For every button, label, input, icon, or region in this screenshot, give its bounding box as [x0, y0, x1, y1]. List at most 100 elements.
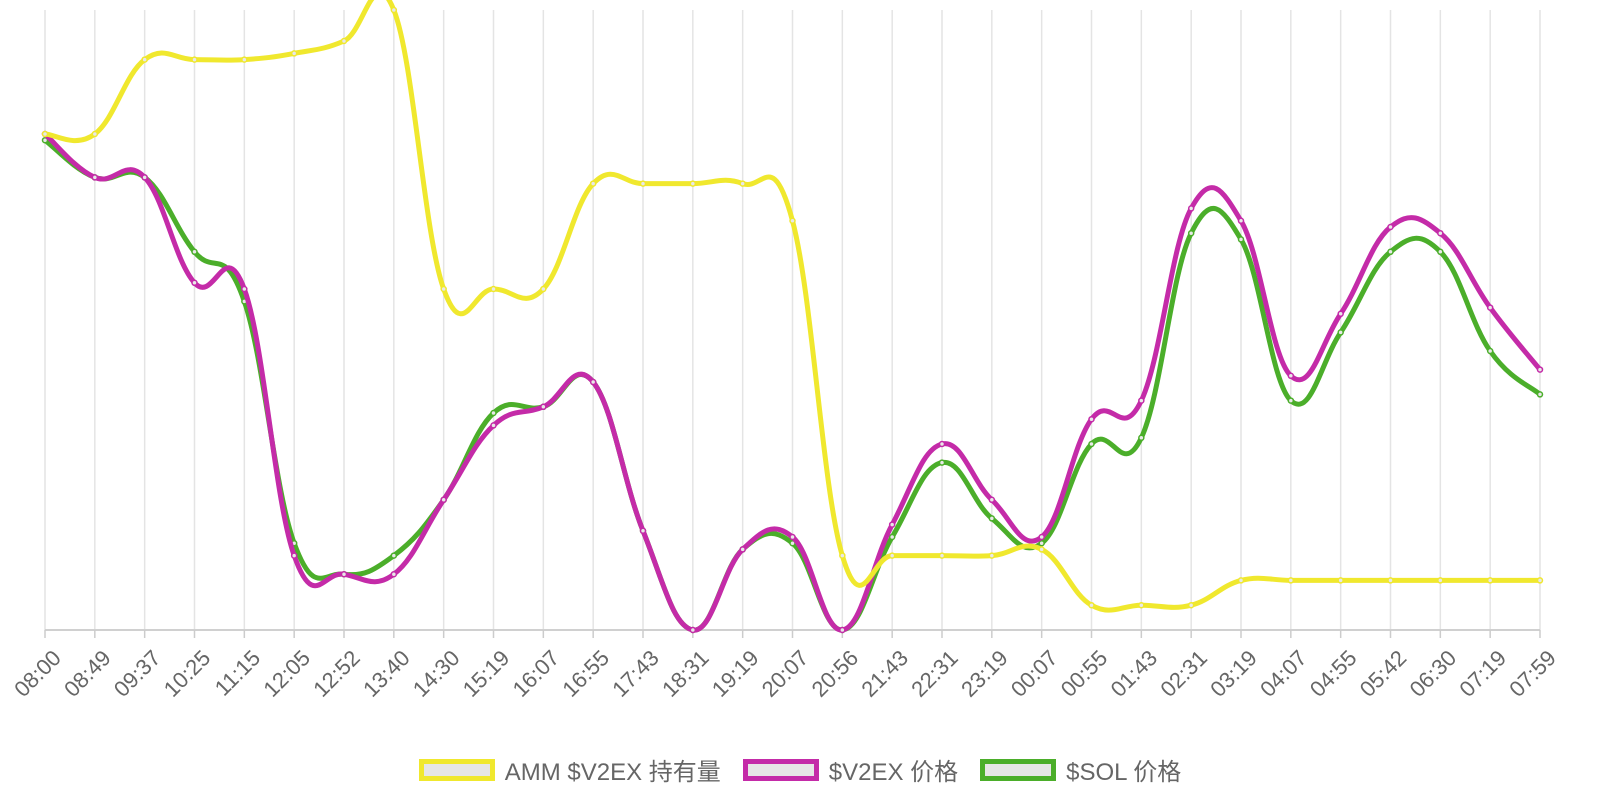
data-point[interactable]: [639, 527, 647, 535]
data-point[interactable]: [589, 378, 597, 386]
data-point[interactable]: [689, 180, 697, 187]
data-point[interactable]: [739, 546, 746, 553]
data-point[interactable]: [41, 130, 49, 138]
legend-item[interactable]: $V2EX 价格: [742, 752, 959, 787]
data-point[interactable]: [1138, 601, 1145, 609]
data-point[interactable]: [1237, 577, 1245, 584]
x-tick-label: 18:31: [657, 645, 714, 702]
data-point[interactable]: [1287, 372, 1295, 380]
data-point[interactable]: [1437, 577, 1444, 584]
series-line: [42, 0, 1543, 613]
data-point[interactable]: [888, 521, 896, 528]
x-tick-label: 11:15: [210, 645, 265, 700]
data-point[interactable]: [839, 552, 846, 559]
data-point[interactable]: [540, 285, 547, 293]
x-tick-label: 16:07: [508, 645, 565, 702]
data-point[interactable]: [1088, 440, 1095, 448]
data-point[interactable]: [440, 496, 447, 504]
data-point[interactable]: [1088, 415, 1095, 423]
data-point[interactable]: [1038, 533, 1045, 541]
legend-label: $V2EX 价格: [828, 759, 959, 786]
data-point[interactable]: [789, 217, 796, 225]
data-point[interactable]: [888, 552, 896, 559]
data-point[interactable]: [938, 440, 946, 448]
data-point[interactable]: [340, 37, 348, 45]
data-point[interactable]: [141, 174, 148, 181]
data-point[interactable]: [1337, 329, 1344, 336]
data-point[interactable]: [739, 180, 746, 187]
data-point[interactable]: [789, 533, 796, 541]
legend-swatch: [980, 758, 1057, 781]
data-point[interactable]: [1187, 601, 1195, 609]
data-point[interactable]: [490, 409, 497, 417]
data-point[interactable]: [540, 403, 547, 411]
data-point[interactable]: [340, 570, 348, 578]
data-point[interactable]: [839, 626, 846, 634]
data-point[interactable]: [490, 422, 497, 429]
data-point[interactable]: [1387, 248, 1394, 256]
data-point[interactable]: [988, 552, 996, 559]
data-point[interactable]: [1237, 217, 1245, 225]
data-point[interactable]: [988, 496, 996, 504]
data-point[interactable]: [141, 56, 148, 63]
legend-label: AMM $V2EX 持有量: [504, 759, 721, 786]
x-axis: [44, 629, 1541, 638]
data-point[interactable]: [41, 136, 49, 144]
data-point[interactable]: [1237, 236, 1245, 243]
data-point[interactable]: [888, 533, 896, 541]
data-point[interactable]: [1038, 539, 1045, 547]
x-tick-label: 06:30: [1405, 645, 1462, 702]
data-point[interactable]: [1038, 546, 1045, 553]
data-point[interactable]: [1187, 205, 1195, 212]
data-point[interactable]: [1387, 577, 1394, 584]
x-tick-label: 07:59: [1504, 645, 1561, 702]
data-point[interactable]: [440, 285, 447, 293]
data-point[interactable]: [290, 552, 298, 559]
x-tick-label: 09:37: [109, 645, 166, 702]
data-point[interactable]: [938, 552, 946, 559]
x-tick-label: 12:52: [308, 645, 365, 702]
data-point[interactable]: [1536, 391, 1544, 398]
x-tick-label: 08:49: [59, 645, 116, 702]
data-point[interactable]: [1486, 304, 1494, 311]
data-point[interactable]: [639, 180, 647, 187]
data-point[interactable]: [1486, 347, 1494, 355]
data-point[interactable]: [1287, 397, 1295, 404]
data-point[interactable]: [191, 56, 198, 63]
data-point[interactable]: [1138, 397, 1145, 404]
data-point[interactable]: [290, 50, 298, 57]
data-point[interactable]: [1088, 601, 1095, 609]
data-point[interactable]: [490, 285, 497, 293]
data-point[interactable]: [1536, 577, 1544, 584]
data-point[interactable]: [1536, 366, 1544, 373]
legend-item[interactable]: AMM $V2EX 持有量: [418, 752, 721, 787]
data-point[interactable]: [1138, 434, 1145, 442]
x-tick-label: 16:55: [557, 645, 614, 702]
data-point[interactable]: [241, 285, 248, 293]
data-point[interactable]: [689, 626, 697, 634]
data-point[interactable]: [91, 174, 99, 181]
data-point[interactable]: [589, 180, 597, 187]
data-point[interactable]: [191, 279, 198, 287]
data-point[interactable]: [390, 570, 398, 578]
data-point[interactable]: [938, 459, 946, 466]
data-point[interactable]: [241, 56, 248, 63]
data-point[interactable]: [1437, 229, 1444, 237]
data-point[interactable]: [1486, 577, 1494, 584]
data-point[interactable]: [191, 248, 198, 256]
legend: AMM $V2EX 持有量 $V2EX 价格 $SOL 价格: [0, 752, 1600, 787]
data-point[interactable]: [1337, 310, 1344, 318]
data-point[interactable]: [1337, 577, 1344, 584]
data-point[interactable]: [1187, 229, 1195, 237]
legend-item[interactable]: $SOL 价格: [980, 752, 1181, 787]
data-point[interactable]: [1437, 248, 1444, 256]
x-tick-label: 08:00: [9, 645, 66, 702]
legend-swatch: [418, 758, 495, 781]
data-point[interactable]: [390, 552, 398, 559]
data-point[interactable]: [91, 130, 99, 138]
data-point[interactable]: [1387, 223, 1394, 231]
data-point[interactable]: [390, 6, 398, 14]
data-point[interactable]: [988, 515, 996, 522]
x-tick-labels: 08:0008:4909:3710:2511:1512:0512:5213:40…: [9, 645, 1561, 702]
data-point[interactable]: [1287, 577, 1295, 584]
